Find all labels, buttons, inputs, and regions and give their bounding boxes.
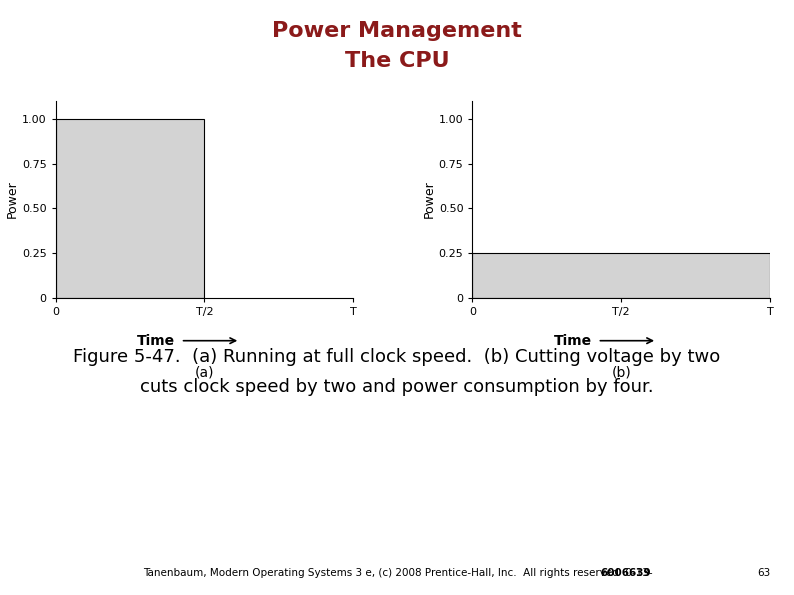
Text: (b): (b) (611, 365, 631, 379)
Y-axis label: Power: Power (6, 180, 19, 218)
Text: Time: Time (137, 334, 175, 347)
Y-axis label: Power: Power (423, 180, 436, 218)
Bar (56, 119, 205, 298)
Text: The CPU: The CPU (345, 51, 449, 71)
Text: 63: 63 (757, 568, 770, 578)
Text: cuts clock speed by two and power consumption by four.: cuts clock speed by two and power consum… (141, 378, 653, 396)
Text: Power Management: Power Management (272, 21, 522, 41)
Bar (472, 253, 770, 298)
Text: Figure 5-47.  (a) Running at full clock speed.  (b) Cutting voltage by two: Figure 5-47. (a) Running at full clock s… (73, 348, 721, 366)
Text: (a): (a) (195, 365, 214, 379)
Text: 6006639: 6006639 (600, 568, 651, 578)
Text: Tanenbaum, Modern Operating Systems 3 e, (c) 2008 Prentice-Hall, Inc.  All right: Tanenbaum, Modern Operating Systems 3 e,… (143, 568, 653, 578)
Text: Time: Time (553, 334, 592, 347)
